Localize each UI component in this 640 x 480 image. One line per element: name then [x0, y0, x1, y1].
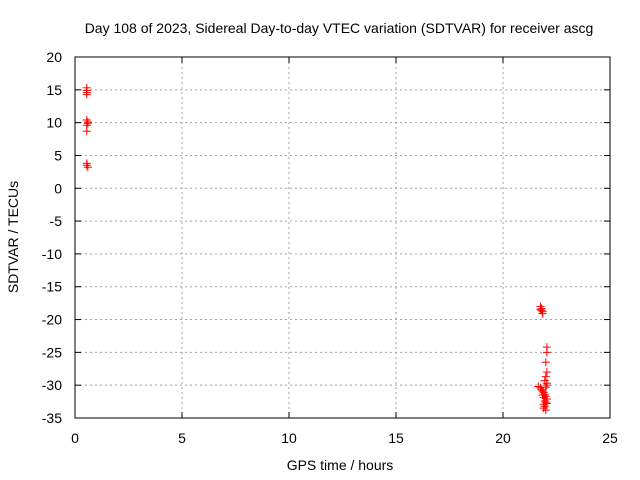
data-point — [82, 127, 91, 136]
y-tick-label: -20 — [42, 312, 62, 328]
x-tick-label: 15 — [388, 430, 404, 446]
data-point — [541, 406, 550, 415]
x-axis-label: GPS time / hours — [287, 457, 394, 473]
y-tick-label: 15 — [46, 82, 62, 98]
y-tick-label: -35 — [42, 410, 62, 426]
data-point — [83, 163, 92, 172]
grid-lines — [75, 57, 610, 418]
data-point — [541, 383, 550, 392]
x-tick-label: 10 — [281, 430, 297, 446]
y-tick-label: 20 — [46, 49, 62, 65]
y-tick-label: 10 — [46, 115, 62, 131]
y-tick-label: -30 — [42, 377, 62, 393]
data-point — [536, 383, 545, 392]
y-tick-label: 5 — [54, 147, 62, 163]
x-tick-label: 5 — [178, 430, 186, 446]
y-tick-label: -25 — [42, 344, 62, 360]
x-tick-label: 20 — [495, 430, 511, 446]
axis-ticks — [74, 56, 611, 419]
data-point — [541, 398, 550, 407]
data-point — [537, 306, 546, 315]
data-point — [542, 399, 551, 408]
data-points — [82, 83, 551, 415]
y-tick-label: -10 — [42, 246, 62, 262]
tick-labels: 0 5 10 15 20 25 20 15 10 5 0 -5 -10 -15 -20 -25 -30 -35 — [42, 49, 618, 446]
data-point — [542, 348, 551, 357]
data-point — [83, 119, 92, 128]
y-tick-label: 0 — [54, 180, 62, 196]
chart-title: Day 108 of 2023, Sidereal Day-to-day VTE… — [85, 20, 594, 36]
data-point — [541, 358, 550, 367]
y-tick-label: -5 — [50, 213, 63, 229]
data-point — [542, 368, 551, 377]
data-point — [534, 382, 543, 391]
data-point — [538, 309, 547, 318]
y-axis-label: SDTVAR / TECUs — [5, 181, 21, 293]
x-tick-label: 25 — [602, 430, 618, 446]
data-point — [82, 161, 91, 170]
data-point — [542, 381, 551, 390]
y-tick-label: -15 — [42, 279, 62, 295]
data-point — [82, 90, 91, 99]
plot-frame — [74, 56, 611, 419]
data-point — [538, 391, 547, 400]
x-tick-label: 0 — [71, 430, 79, 446]
data-point — [539, 404, 548, 413]
data-point — [536, 305, 545, 314]
data-point — [541, 372, 550, 381]
